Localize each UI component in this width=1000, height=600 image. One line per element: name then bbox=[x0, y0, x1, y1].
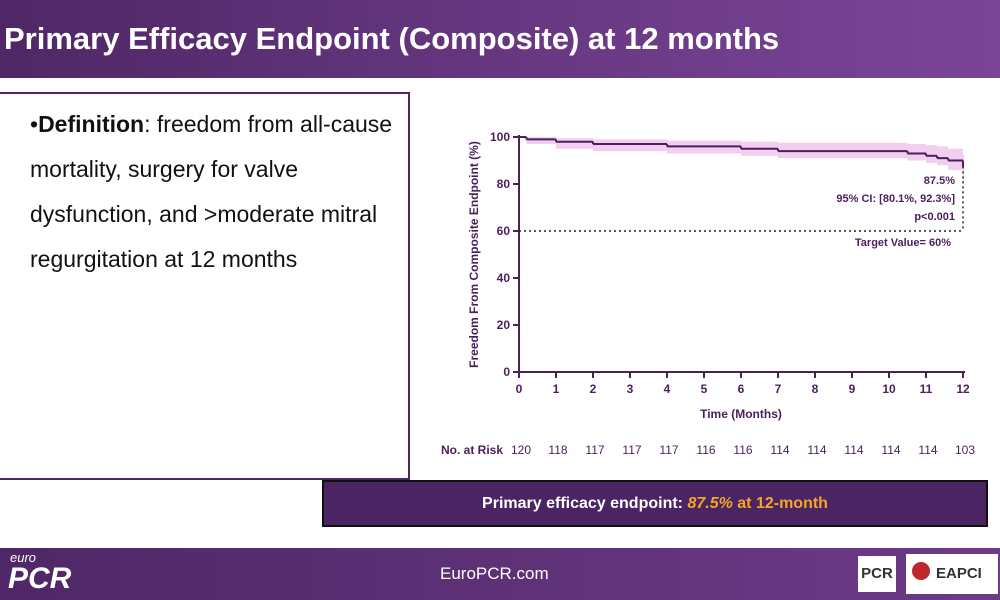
definition-text: : freedom from all-cause mortality, surg… bbox=[30, 111, 393, 272]
x-tick-label: 9 bbox=[849, 382, 856, 396]
annotation: p<0.001 bbox=[914, 211, 955, 223]
banner-suffix: at 12-month bbox=[732, 495, 828, 512]
y-axis-label: Freedom From Composite Endpoint (%) bbox=[467, 141, 481, 368]
footer-url: EuroPCR.com bbox=[440, 564, 549, 583]
at-risk-value: 114 bbox=[918, 443, 937, 457]
ci-band bbox=[556, 138, 593, 149]
at-risk-value: 114 bbox=[807, 443, 826, 457]
at-risk-value: 116 bbox=[733, 443, 752, 457]
ci-band bbox=[907, 144, 926, 161]
bullet: • bbox=[30, 111, 39, 137]
x-tick-label: 8 bbox=[812, 382, 819, 396]
y-tick-label: 0 bbox=[503, 365, 510, 379]
ci-band bbox=[593, 139, 667, 152]
at-risk-value: 116 bbox=[696, 443, 715, 457]
ci-band bbox=[926, 145, 938, 163]
at-risk-value: 114 bbox=[881, 443, 900, 457]
x-tick-label: 7 bbox=[775, 382, 782, 396]
target-label: Target Value= 60% bbox=[855, 237, 951, 249]
at-risk-value: 114 bbox=[844, 443, 863, 457]
x-tick-label: 5 bbox=[701, 382, 708, 396]
annotation: 87.5% bbox=[924, 175, 955, 187]
slide-title: Primary Efficacy Endpoint (Composite) at… bbox=[0, 0, 1000, 78]
x-tick-label: 11 bbox=[920, 382, 933, 396]
banner-value: 87.5% bbox=[687, 495, 733, 512]
x-tick-label: 6 bbox=[738, 382, 745, 396]
definition-term: Definition bbox=[38, 111, 145, 137]
ci-band bbox=[526, 137, 556, 145]
at-risk-label: No. at Risk bbox=[441, 443, 503, 457]
definition: •Definition: freedom from all-cause mort… bbox=[30, 102, 400, 282]
y-tick-label: 60 bbox=[497, 224, 511, 238]
y-tick-label: 40 bbox=[497, 271, 511, 285]
at-risk-value: 117 bbox=[659, 443, 678, 457]
logo: PCR bbox=[8, 562, 72, 595]
partner-logo: PCR bbox=[858, 556, 896, 592]
logo-small: euro bbox=[10, 550, 37, 565]
y-tick-label: 100 bbox=[490, 130, 510, 144]
ci-band bbox=[963, 155, 964, 184]
x-axis-label: Time (Months) bbox=[700, 407, 782, 421]
footer: euro PCR EuroPCR.com PCR EAPCI bbox=[0, 548, 1000, 600]
at-risk-value: 118 bbox=[548, 443, 567, 457]
at-risk-value: 114 bbox=[770, 443, 789, 457]
banner-label: Primary efficacy endpoint bbox=[482, 495, 678, 512]
y-tick-label: 80 bbox=[497, 177, 511, 191]
at-risk-value: 120 bbox=[511, 443, 531, 457]
banner-separator: : bbox=[677, 495, 688, 512]
x-tick-label: 4 bbox=[664, 382, 671, 396]
y-tick-label: 20 bbox=[497, 318, 511, 332]
x-tick-label: 0 bbox=[516, 382, 523, 396]
definition-box: •Definition: freedom from all-cause mort… bbox=[0, 92, 410, 480]
at-risk-value: 117 bbox=[622, 443, 641, 457]
x-tick-label: 2 bbox=[590, 382, 597, 396]
result-banner: Primary efficacy endpoint: 87.5% at 12-m… bbox=[322, 480, 988, 527]
x-tick-label: 3 bbox=[627, 382, 634, 396]
at-risk-value: 117 bbox=[585, 443, 604, 457]
eapci-icon bbox=[912, 562, 930, 580]
x-tick-label: 10 bbox=[882, 382, 896, 396]
ci-band bbox=[948, 148, 963, 170]
eapci-text: EAPCI bbox=[936, 565, 982, 582]
x-tick-label: 12 bbox=[956, 382, 970, 396]
ci-band bbox=[937, 146, 949, 166]
at-risk-value: 103 bbox=[955, 443, 975, 457]
x-tick-label: 1 bbox=[553, 382, 560, 396]
annotation: 95% CI: [80.1%, 92.3%] bbox=[836, 193, 955, 205]
